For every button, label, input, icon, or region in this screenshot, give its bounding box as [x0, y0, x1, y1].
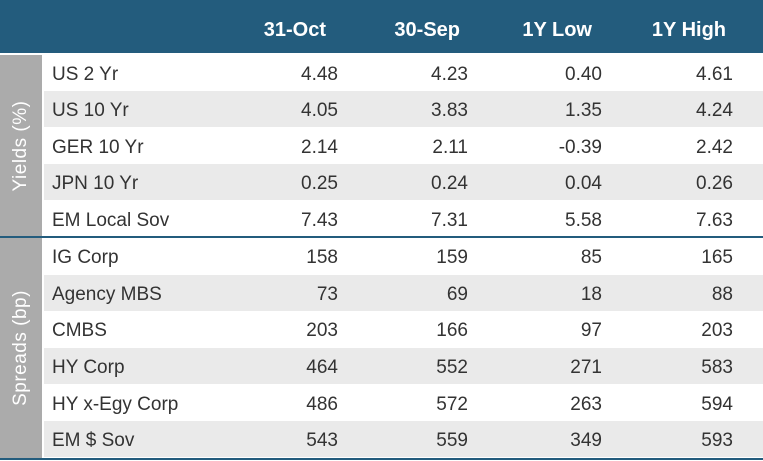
row-label: IG Corp	[52, 247, 119, 268]
column-header-30-sep: 30-Sep	[394, 19, 460, 41]
value-1y-low: 97	[580, 320, 602, 341]
value-31-oct: 0.25	[301, 173, 338, 194]
row-label: EM $ Sov	[52, 430, 135, 451]
value-1y-low: 271	[570, 357, 602, 378]
row-label: HY Corp	[52, 357, 125, 378]
row-label: CMBS	[52, 320, 107, 341]
table-row: EM Local Sov 7.43 7.31 5.58 7.63	[44, 201, 763, 237]
table-row: IG Corp 158 159 85 165	[44, 238, 763, 274]
value-30-sep: 559	[436, 430, 468, 451]
value-30-sep: 572	[436, 394, 468, 415]
value-31-oct: 486	[306, 394, 338, 415]
value-1y-low: 5.58	[565, 210, 602, 231]
row-label: US 10 Yr	[52, 100, 129, 121]
value-1y-high: 4.24	[696, 100, 733, 121]
value-31-oct: 73	[316, 284, 338, 305]
group-label-yields: Yields (%)	[0, 55, 42, 237]
table-row: EM $ Sov 543 559 349 593	[44, 421, 763, 457]
value-30-sep: 3.83	[431, 100, 468, 121]
value-31-oct: 4.05	[301, 100, 338, 121]
value-1y-low: 349	[570, 430, 602, 451]
table-row: HY x-Egy Corp 486 572 263 594	[44, 385, 763, 421]
value-1y-low: 263	[570, 394, 602, 415]
value-1y-high: 4.61	[696, 64, 733, 85]
value-30-sep: 7.31	[431, 210, 468, 231]
column-header-31-oct: 31-Oct	[263, 19, 326, 41]
table-row: Agency MBS 73 69 18 88	[44, 275, 763, 311]
value-31-oct: 2.14	[301, 137, 338, 158]
row-label: US 2 Yr	[52, 64, 119, 85]
group-label-spreads: Spreads (bp)	[0, 238, 42, 458]
value-1y-high: 594	[701, 394, 733, 415]
table-row: HY Corp 464 552 271 583	[44, 348, 763, 384]
value-1y-low: 18	[580, 284, 602, 305]
value-30-sep: 69	[446, 284, 468, 305]
value-31-oct: 543	[306, 430, 338, 451]
table-header: 31-Oct 30-Sep 1Y Low 1Y High	[0, 0, 763, 53]
value-1y-low: -0.39	[558, 137, 602, 158]
value-1y-high: 203	[701, 320, 733, 341]
table-bottom-border	[0, 458, 763, 460]
value-30-sep: 552	[436, 357, 468, 378]
value-30-sep: 4.23	[431, 64, 468, 85]
value-30-sep: 0.24	[431, 173, 468, 194]
group-label-spreads-text: Spreads (bp)	[10, 290, 31, 406]
value-1y-low: 85	[580, 247, 602, 268]
group-label-yields-text: Yields (%)	[10, 100, 31, 192]
value-31-oct: 203	[306, 320, 338, 341]
value-1y-low: 1.35	[565, 100, 602, 121]
value-30-sep: 159	[436, 247, 468, 268]
value-30-sep: 2.11	[432, 137, 468, 158]
row-label: HY x-Egy Corp	[52, 394, 179, 415]
table-row: GER 10 Yr 2.14 2.11 -0.39 2.42	[44, 128, 763, 164]
row-label: GER 10 Yr	[52, 137, 144, 158]
value-1y-low: 0.40	[565, 64, 602, 85]
table-row: CMBS 203 166 97 203	[44, 311, 763, 347]
value-31-oct: 158	[306, 247, 338, 268]
row-label: Agency MBS	[52, 284, 162, 305]
value-1y-high: 165	[701, 247, 733, 268]
value-30-sep: 166	[436, 320, 468, 341]
table-row: US 2 Yr 4.48 4.23 0.40 4.61	[44, 55, 763, 91]
value-31-oct: 4.48	[301, 64, 338, 85]
value-31-oct: 464	[306, 357, 338, 378]
value-1y-high: 7.63	[696, 210, 733, 231]
column-header-1y-high: 1Y High	[651, 19, 726, 41]
table-row: JPN 10 Yr 0.25 0.24 0.04 0.26	[44, 164, 763, 200]
group-divider	[0, 236, 763, 238]
value-1y-high: 0.26	[696, 173, 733, 194]
value-1y-high: 593	[701, 430, 733, 451]
column-header-1y-low: 1Y Low	[522, 19, 592, 41]
value-1y-high: 2.42	[696, 137, 733, 158]
value-1y-high: 583	[701, 357, 733, 378]
table-row: US 10 Yr 4.05 3.83 1.35 4.24	[44, 91, 763, 127]
value-1y-high: 88	[711, 284, 733, 305]
value-31-oct: 7.43	[301, 210, 338, 231]
value-1y-low: 0.04	[565, 173, 602, 194]
row-label: EM Local Sov	[52, 210, 170, 231]
row-label: JPN 10 Yr	[52, 173, 139, 194]
